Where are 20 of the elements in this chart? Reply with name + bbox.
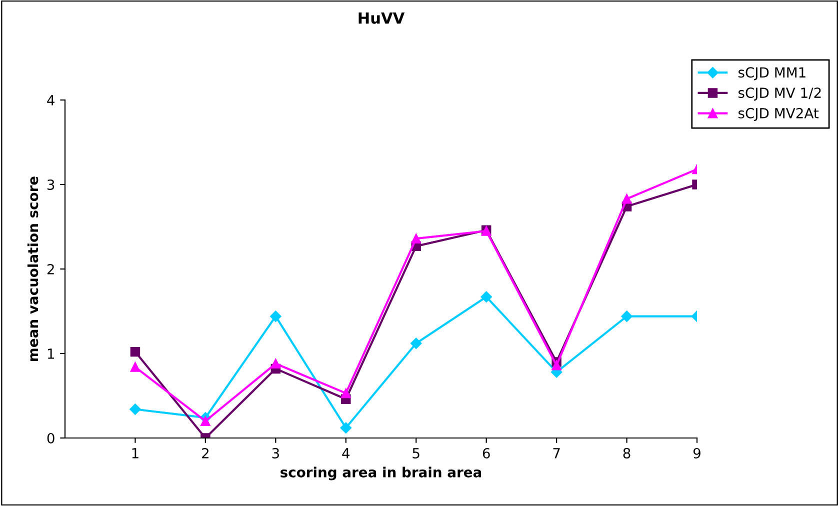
y-tick-label: 4 [47, 95, 54, 106]
legend-label: sCJD MM1 [738, 67, 806, 80]
y-tick-label: 0 [47, 432, 54, 444]
y-tick-label: 3 [48, 179, 54, 190]
y-tick-label: 1 [48, 348, 54, 359]
x-tick-label: 5 [412, 448, 420, 458]
y-axis-title: mean vacuolation score [27, 176, 38, 361]
x-tick-label: 2 [202, 448, 208, 458]
legend-label: sCJD MV2At [738, 108, 819, 121]
x-tick-label: 4 [342, 448, 350, 458]
x-tick-label: 1 [132, 448, 138, 458]
x-tick-label: 9 [693, 448, 700, 458]
x-tick-label: 8 [623, 448, 630, 458]
x-axis-title: scoring area in brain area [280, 466, 482, 480]
x-tick-label: 6 [482, 448, 490, 458]
x-tick-label: 3 [272, 448, 279, 458]
legend-label: sCJD MV 1/2 [738, 88, 821, 101]
y-tick-label: 2 [47, 264, 54, 274]
x-tick-label: 7 [553, 448, 560, 458]
chart-title: HuVV [358, 12, 405, 24]
